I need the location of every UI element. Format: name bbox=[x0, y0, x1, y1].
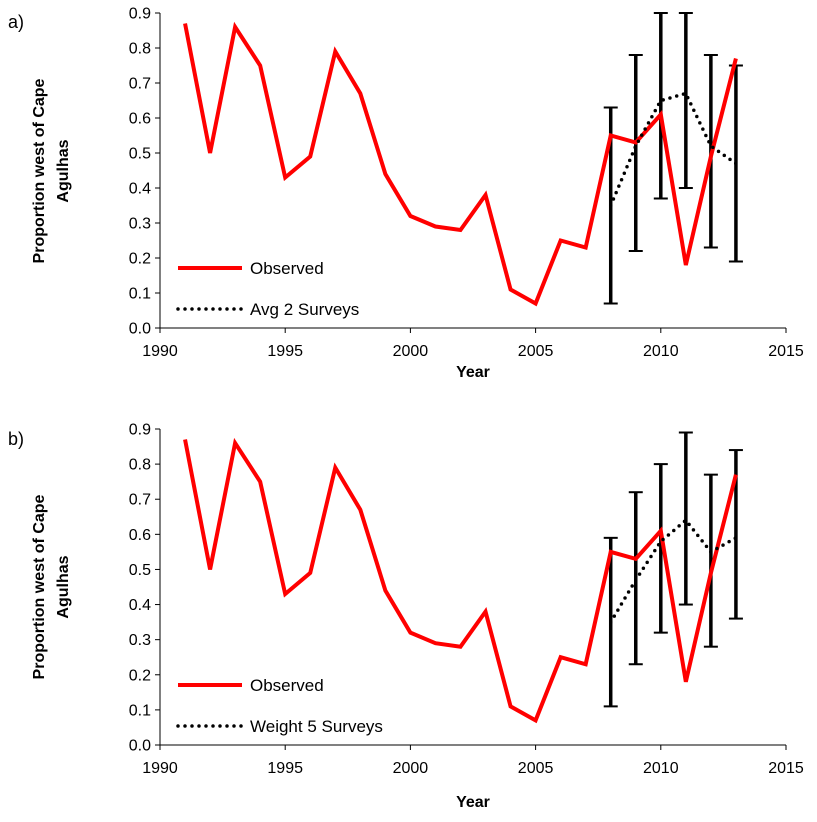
y-tick-label: 0.5 bbox=[129, 146, 151, 163]
legend-label: Observed bbox=[250, 676, 324, 695]
series-line-observed bbox=[183, 437, 738, 724]
x-tick-label: 2010 bbox=[643, 760, 679, 777]
x-tick-label: 2015 bbox=[768, 760, 804, 777]
y-axis-title-line: Agulhas bbox=[55, 555, 72, 618]
x-tick-label: 2005 bbox=[518, 760, 554, 777]
y-tick-label: 0.2 bbox=[129, 251, 151, 268]
y-tick-label: 0.4 bbox=[129, 597, 151, 614]
series-line-observed bbox=[183, 21, 738, 307]
series-line-model bbox=[608, 517, 738, 624]
x-axis-title: Year bbox=[456, 364, 490, 381]
y-tick-label: 0.7 bbox=[129, 76, 151, 93]
x-tick-label: 1995 bbox=[267, 760, 303, 777]
y-tick-label: 0.1 bbox=[129, 702, 151, 719]
chart-panel-a: a) 0.0 0.1 0.2 0.3 0.4 0.5 0.6 0.7 0.8 0.9 1990 1995… bbox=[8, 6, 804, 382]
y-tick-label: 0.0 bbox=[129, 321, 151, 338]
y-tick-label: 0.3 bbox=[129, 216, 151, 233]
y-tick-label: 0.0 bbox=[129, 738, 151, 755]
panel-label: b) bbox=[8, 429, 24, 449]
x-tick-label: 1990 bbox=[142, 343, 178, 360]
legend-label: Avg 2 Surveys bbox=[250, 300, 359, 319]
y-tick-label: 0.5 bbox=[129, 562, 151, 579]
y-axis-title: Proportion west of Cape Agulhas bbox=[31, 494, 72, 679]
y-tick-label: 0.8 bbox=[129, 41, 151, 58]
x-tick-label: 2015 bbox=[768, 343, 804, 360]
y-tick-label: 0.8 bbox=[129, 457, 151, 474]
y-tick-label: 0.9 bbox=[129, 422, 151, 439]
y-tick-label: 0.2 bbox=[129, 667, 151, 684]
y-tick-label: 0.4 bbox=[129, 181, 151, 198]
panel-label: a) bbox=[8, 12, 24, 32]
y-axis-title: Proportion west of Cape Agulhas bbox=[31, 78, 72, 263]
y-axis-title-line: Proportion west of Cape bbox=[31, 494, 48, 679]
x-tick-label: 2000 bbox=[393, 343, 429, 360]
y-tick-label: 0.7 bbox=[129, 492, 151, 509]
y-tick-label: 0.6 bbox=[129, 111, 151, 128]
x-tick-label: 1995 bbox=[267, 343, 303, 360]
legend-label: Weight 5 Surveys bbox=[250, 717, 383, 736]
x-tick-label: 1990 bbox=[142, 760, 178, 777]
chart-panel-b: b) 0.0 0.1 0.2 0.3 0.4 0.5 0.6 0.7 0.8 0.9 1990 1995… bbox=[8, 422, 804, 812]
y-axis-title-line: Proportion west of Cape bbox=[31, 78, 48, 263]
y-tick-label: 0.6 bbox=[129, 527, 151, 544]
y-axis-title-line: Agulhas bbox=[55, 139, 72, 202]
y-tick-label: 0.3 bbox=[129, 632, 151, 649]
legend-label: Observed bbox=[250, 259, 324, 278]
x-tick-label: 2010 bbox=[643, 343, 679, 360]
y-tick-label: 0.9 bbox=[129, 6, 151, 23]
x-tick-label: 2005 bbox=[518, 343, 554, 360]
y-tick-label: 0.1 bbox=[129, 286, 151, 303]
x-tick-label: 2000 bbox=[393, 760, 429, 777]
x-axis-title: Year bbox=[456, 794, 490, 811]
